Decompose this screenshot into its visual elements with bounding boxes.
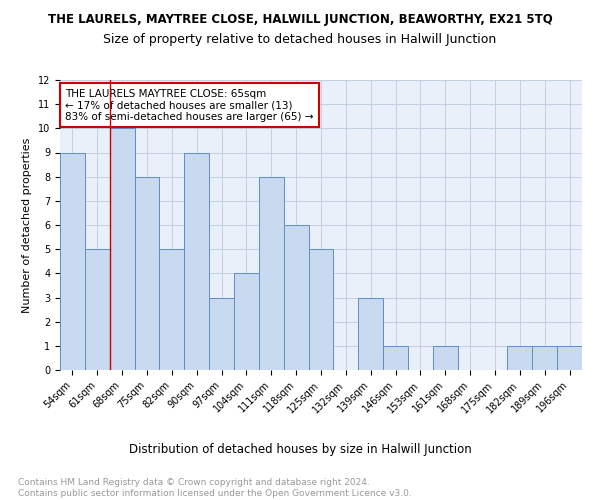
Text: Contains HM Land Registry data © Crown copyright and database right 2024.
Contai: Contains HM Land Registry data © Crown c… [18, 478, 412, 498]
Text: THE LAURELS, MAYTREE CLOSE, HALWILL JUNCTION, BEAWORTHY, EX21 5TQ: THE LAURELS, MAYTREE CLOSE, HALWILL JUNC… [47, 12, 553, 26]
Bar [259, 176, 284, 370]
Text: Distribution of detached houses by size in Halwill Junction: Distribution of detached houses by size … [128, 442, 472, 456]
Bar [284, 225, 308, 370]
Bar [308, 249, 334, 370]
Bar [110, 128, 134, 370]
Bar [60, 152, 85, 370]
Bar [557, 346, 582, 370]
Bar [508, 346, 532, 370]
Y-axis label: Number of detached properties: Number of detached properties [22, 138, 32, 312]
Bar [160, 249, 184, 370]
Bar [85, 249, 110, 370]
Bar [383, 346, 408, 370]
Bar [234, 274, 259, 370]
Bar [134, 176, 160, 370]
Bar [433, 346, 458, 370]
Bar [209, 298, 234, 370]
Bar [358, 298, 383, 370]
Text: Size of property relative to detached houses in Halwill Junction: Size of property relative to detached ho… [103, 32, 497, 46]
Bar [184, 152, 209, 370]
Bar [532, 346, 557, 370]
Text: THE LAURELS MAYTREE CLOSE: 65sqm
← 17% of detached houses are smaller (13)
83% o: THE LAURELS MAYTREE CLOSE: 65sqm ← 17% o… [65, 88, 314, 122]
